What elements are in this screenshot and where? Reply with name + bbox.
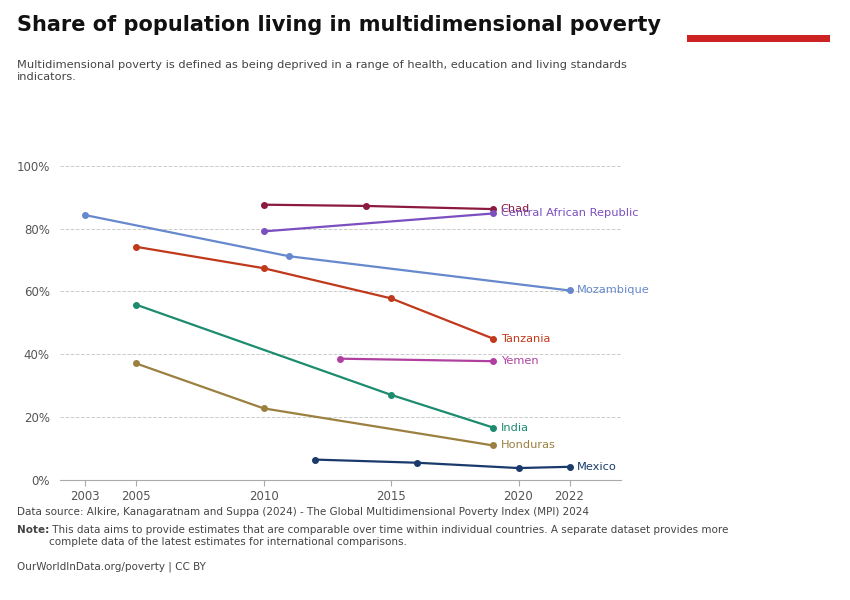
Point	[257, 404, 270, 413]
Point	[129, 242, 143, 251]
Point	[486, 204, 500, 214]
Point	[486, 356, 500, 366]
Point	[410, 458, 423, 467]
Text: in Data: in Data	[739, 22, 778, 31]
Text: Tanzania: Tanzania	[501, 334, 550, 344]
Point	[486, 209, 500, 218]
Bar	[687, 35, 830, 42]
Point	[384, 293, 398, 303]
Point	[129, 300, 143, 310]
Text: Central African Republic: Central African Republic	[501, 208, 638, 218]
Point	[486, 440, 500, 450]
Point	[257, 227, 270, 236]
Text: Honduras: Honduras	[501, 440, 556, 451]
Text: Our World: Our World	[730, 10, 786, 20]
Text: Yemen: Yemen	[501, 356, 538, 366]
Text: Note:: Note:	[17, 525, 49, 535]
Point	[486, 423, 500, 433]
Point	[257, 263, 270, 273]
Point	[308, 455, 321, 464]
Point	[257, 200, 270, 209]
Text: This data aims to provide estimates that are comparable over time within individ: This data aims to provide estimates that…	[49, 525, 728, 547]
Text: India: India	[501, 422, 529, 433]
Text: Data source: Alkire, Kanagaratnam and Suppa (2024) - The Global Multidimensional: Data source: Alkire, Kanagaratnam and Su…	[17, 507, 589, 517]
Point	[563, 286, 576, 295]
Point	[384, 390, 398, 400]
Text: Multidimensional poverty is defined as being deprived in a range of health, educ: Multidimensional poverty is defined as b…	[17, 60, 626, 82]
Point	[563, 462, 576, 472]
Point	[282, 251, 296, 261]
Text: Mozambique: Mozambique	[577, 286, 650, 295]
Point	[78, 210, 92, 220]
Text: Mexico: Mexico	[577, 462, 617, 472]
Text: Chad: Chad	[501, 204, 530, 214]
Text: Share of population living in multidimensional poverty: Share of population living in multidimen…	[17, 15, 661, 35]
Point	[512, 463, 525, 473]
Point	[359, 201, 372, 211]
Text: OurWorldInData.org/poverty | CC BY: OurWorldInData.org/poverty | CC BY	[17, 561, 206, 571]
Point	[333, 354, 347, 364]
Point	[486, 334, 500, 343]
Point	[129, 359, 143, 368]
